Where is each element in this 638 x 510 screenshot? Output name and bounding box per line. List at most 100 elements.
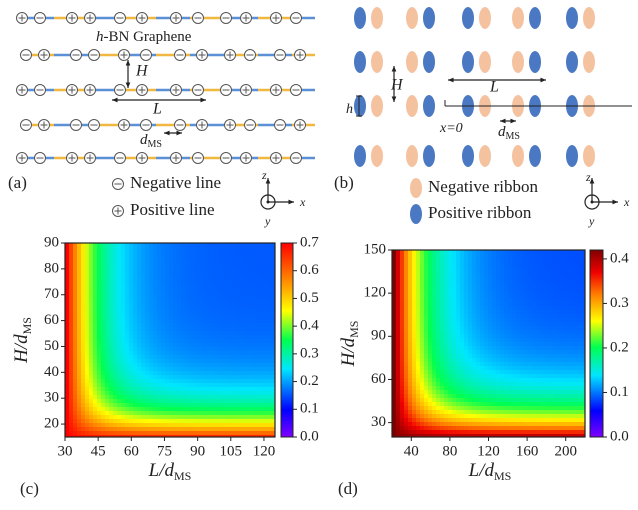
heatmap-cell: [157, 371, 161, 375]
heatmap-cell: [209, 403, 213, 407]
d-sub: MS: [148, 139, 162, 150]
heatmap-cell: [436, 282, 440, 286]
heatmap-cell: [528, 274, 532, 278]
heatmap-cell: [424, 334, 428, 338]
heatmap-cell: [93, 279, 97, 283]
heatmap-cell: [476, 386, 480, 390]
heatmap-cell: [456, 266, 460, 270]
heatmap-cell: [205, 395, 209, 399]
heatmap-cell: [181, 251, 185, 255]
heatmap-cell: [197, 415, 201, 419]
heatmap-cell: [540, 386, 544, 390]
heatmap-cell: [488, 350, 492, 354]
heatmap-cell: [432, 346, 436, 350]
heatmap-cell: [101, 355, 105, 359]
heatmap-cell: [245, 335, 249, 339]
heatmap-cell: [101, 379, 105, 383]
heatmap-cell: [109, 347, 113, 351]
heatmap-cell: [261, 263, 265, 267]
heatmap-cell: [101, 295, 105, 299]
heatmap-cell: [400, 266, 404, 270]
heatmap-cell: [161, 423, 165, 427]
heatmap-cell: [269, 343, 273, 347]
heatmap-cell: [392, 278, 396, 282]
heatmap-cell: [185, 315, 189, 319]
heatmap-cell: [440, 370, 444, 374]
heatmap-cell: [460, 374, 464, 378]
heatmap-cell: [488, 390, 492, 394]
heatmap-cell: [400, 418, 404, 422]
heatmap-cell: [456, 338, 460, 342]
heatmap-cell: [496, 314, 500, 318]
heatmap-cell: [436, 298, 440, 302]
heatmap-cell: [492, 314, 496, 318]
heatmap-cell: [169, 431, 173, 435]
heatmap-cell: [161, 263, 165, 267]
y-axis-label-main: H/d: [11, 334, 32, 364]
heatmap-cell: [241, 371, 245, 375]
heatmap-cell: [488, 414, 492, 418]
heatmap-cell: [460, 386, 464, 390]
heatmap-cell: [69, 419, 73, 423]
heatmap-cell: [181, 367, 185, 371]
heatmap-cell: [496, 378, 500, 382]
heatmap-cell: [205, 339, 209, 343]
heatmap-cell: [73, 311, 77, 315]
heatmap-cell: [396, 370, 400, 374]
heatmap-cell: [141, 251, 145, 255]
heatmap-cell: [129, 243, 133, 247]
heatmap-cell: [133, 379, 137, 383]
heatmap-cell: [161, 315, 165, 319]
heatmap-cell: [201, 355, 205, 359]
heatmap-cell: [149, 335, 153, 339]
heatmap-cell: [492, 378, 496, 382]
heatmap-cell: [217, 267, 221, 271]
heatmap-cell: [217, 311, 221, 315]
heatmap-cell: [488, 278, 492, 282]
heatmap-cell: [416, 346, 420, 350]
heatmap-cell: [217, 343, 221, 347]
heatmap-cell: [464, 278, 468, 282]
heatmap-cell: [556, 262, 560, 266]
heatmap-cell: [133, 351, 137, 355]
heatmap-cell: [209, 347, 213, 351]
heatmap-cell: [257, 327, 261, 331]
heatmap-cell: [528, 374, 532, 378]
heatmap-cell: [161, 367, 165, 371]
heatmap-cell: [197, 283, 201, 287]
heatmap-cell: [524, 274, 528, 278]
heatmap-cell: [165, 331, 169, 335]
heatmap-cell: [177, 295, 181, 299]
heatmap-cell: [209, 351, 213, 355]
heatmap-cell: [516, 330, 520, 334]
heatmap-cell: [544, 298, 548, 302]
heatmap-cell: [201, 315, 205, 319]
heatmap-cell: [536, 326, 540, 330]
heatmap-cell: [149, 259, 153, 263]
heatmap-cell: [548, 270, 552, 274]
heatmap-cell: [556, 414, 560, 418]
heatmap-cell: [400, 382, 404, 386]
heatmap-cell: [165, 299, 169, 303]
heatmap-cell: [269, 423, 273, 427]
heatmap-cell: [197, 431, 201, 435]
heatmap-cell: [81, 299, 85, 303]
heatmap-cell: [145, 283, 149, 287]
heatmap-cell: [201, 419, 205, 423]
heatmap-cell: [504, 282, 508, 286]
arrow-head: [176, 131, 182, 136]
heatmap-cell: [265, 283, 269, 287]
heatmap-cell: [265, 271, 269, 275]
heatmap-cell: [157, 347, 161, 351]
heatmap-cell: [81, 295, 85, 299]
heatmap-cell: [464, 394, 468, 398]
heatmap-cell: [81, 355, 85, 359]
heatmap-cell: [65, 255, 69, 259]
heatmap-cell: [532, 350, 536, 354]
heatmap-cell: [464, 322, 468, 326]
heatmap-cell: [253, 383, 257, 387]
heatmap-cell: [536, 362, 540, 366]
heatmap-cell: [257, 263, 261, 267]
heatmap-cell: [185, 327, 189, 331]
heatmap-cell: [552, 322, 556, 326]
